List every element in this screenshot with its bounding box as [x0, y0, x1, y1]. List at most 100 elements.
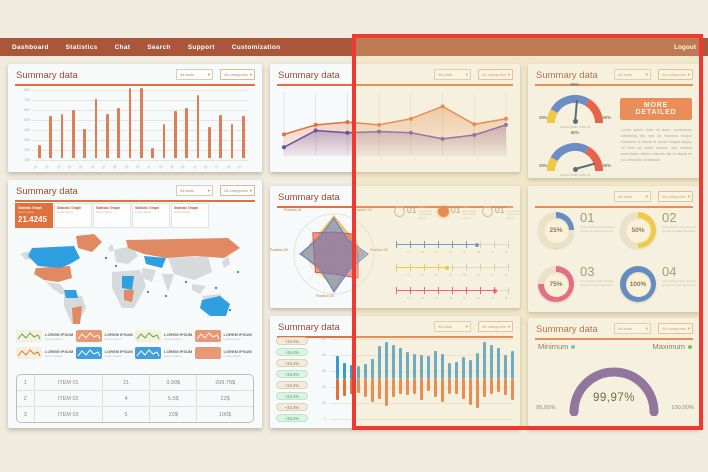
stats-dropdown[interactable]: All stats ▾	[176, 69, 213, 80]
nav-item-customization[interactable]: Customization	[231, 43, 281, 51]
cnum: 01	[407, 205, 417, 215]
gauge-label-100: 100%	[600, 115, 611, 120]
rpct: 50%	[631, 226, 645, 234]
abar	[174, 111, 177, 158]
progress-ring-item[interactable]: 75% 03 Lorem ipsum dolor sit amet elit sed…	[538, 264, 618, 310]
slab: 80	[505, 296, 509, 300]
percent-badge: +34.4%	[276, 348, 308, 356]
sparkline-widget[interactable]: LOREM IPSUM Lorem ipsum	[16, 347, 76, 359]
circle	[440, 136, 445, 141]
polyline	[283, 124, 507, 148]
tcell: ITEM 02	[33, 391, 102, 406]
statistic-tab[interactable]: Statistic Graph Lorem ipsum	[54, 203, 92, 228]
categories-dropdown[interactable]: All categories ▾	[220, 69, 255, 80]
stats-dropdown[interactable]: All stats ▾	[176, 185, 213, 196]
rect	[16, 347, 42, 359]
slab: 30	[435, 273, 439, 277]
table-row[interactable]: 3 ITEM 03 5 20$ 100$	[17, 406, 253, 422]
area-line-chart	[282, 92, 508, 156]
spl: LOREM IPSUM	[45, 331, 74, 337]
nav-item-support[interactable]: Support	[187, 43, 215, 51]
slider-handle[interactable]	[475, 242, 480, 247]
table-row[interactable]: 1 ITEM 01 21 9.99$ 209.79$	[17, 375, 253, 390]
sparkline-widget[interactable]: LOREM IPSUM Lorem ipsum	[75, 347, 136, 359]
ytick2: 40	[322, 385, 326, 389]
slider[interactable]: 10 20 30 40 50 60 70 80	[396, 238, 516, 261]
statistic-tabs: Statistic Graph Lorem ipsum 21.4245 Statist…	[15, 203, 209, 228]
radar-chart: Position 01 Position 02 Position 03 Positio…	[270, 206, 394, 302]
statistic-tab-active[interactable]: Statistic Graph Lorem ipsum 21.4245	[15, 203, 53, 228]
stats-dropdown[interactable]: All stats ▾	[434, 69, 471, 80]
step-item[interactable]: 01 Lorem ipsum dolor sit amet elit sed do…	[438, 206, 476, 220]
categories-dropdown[interactable]: All categories ▾	[658, 323, 693, 334]
slider-handle[interactable]	[493, 288, 498, 293]
spl: LOREM IPSUM	[164, 348, 193, 354]
abar	[38, 145, 41, 158]
abar	[196, 95, 200, 158]
dtext: Lorem ipsum dolor sit amet elit sed do e…	[662, 225, 696, 234]
chevron-down-icon: ▾	[687, 72, 690, 77]
dropdown-label: All stats	[180, 188, 195, 193]
percent-badge: +34.4%	[276, 381, 308, 389]
ubar	[504, 355, 507, 379]
slider[interactable]: 10 20 30 40 50 60 70 80	[396, 261, 516, 284]
sparkline-widget[interactable]: LOREM IPSUM Lorem ipsum	[194, 330, 255, 342]
nav-item-statistics[interactable]: Statistics	[65, 43, 98, 51]
abar	[185, 107, 188, 158]
nav-item-chat[interactable]: Chat	[114, 43, 131, 51]
abar	[94, 98, 98, 158]
categories-dropdown[interactable]: All categories ▾	[220, 185, 255, 196]
categories-dropdown[interactable]: All categories ▾	[478, 69, 513, 80]
xtick: 14	[180, 164, 186, 170]
progress-ring-item[interactable]: 100% 04 Lorem ipsum dolor sit amet elit se…	[620, 264, 700, 310]
categories-dropdown[interactable]: All categories ▾	[658, 191, 693, 202]
circle	[313, 122, 318, 127]
step-item[interactable]: 01 Lorem ipsum dolor sit amet elit sed do…	[394, 206, 432, 220]
logout-link[interactable]: Logout	[673, 43, 696, 51]
nav-item-dashboard[interactable]: Dashboard	[12, 43, 49, 51]
dtext: Lorem ipsum dolor sit amet elit sed do e…	[662, 279, 696, 288]
slab: 40	[449, 273, 453, 277]
categories-dropdown[interactable]: All categories ▾	[658, 69, 693, 80]
dtext: Lorem ipsum dolor sit amet elit sed do e…	[580, 279, 614, 288]
stats-dropdown[interactable]: All stats ▾	[614, 69, 651, 80]
sptx: LOREM IPSUM Lorem ipsum	[224, 332, 252, 341]
panel-minmax: Summary data All stats ▾ All categories ▾ …	[528, 318, 700, 428]
progress-ring-icon: 100%	[620, 266, 656, 302]
stick	[466, 241, 467, 248]
progress-ring-item[interactable]: 25% 01 Lorem ipsum dolor sit amet elit sed…	[538, 210, 618, 256]
ubar	[420, 355, 423, 379]
slider-handle[interactable]	[444, 265, 449, 270]
detail-paragraph: Lorem ipsum dolor sit amet, consectetur …	[621, 128, 692, 162]
panel-title: Summary data	[16, 186, 78, 197]
sparkline-widget[interactable]: LOREM IPSUM Lorem ipsum	[16, 330, 76, 342]
ubar	[371, 359, 374, 379]
sparkline-widget[interactable]: LOREM IPSUM Lorem ipsum	[75, 330, 136, 342]
sparkline-widget[interactable]: LOREM IPSUM Lorem ipsum	[135, 347, 195, 359]
statistic-tab[interactable]: Statistic Graph Lorem ipsum	[171, 203, 209, 228]
panel-header: Summary data All stats ▾ All categories ▾	[277, 67, 513, 86]
slider[interactable]: 10 20 30 40 50 60 70 80	[396, 284, 516, 307]
progress-ring-item[interactable]: 50% 02 Lorem ipsum dolor sit amet elit sed…	[620, 210, 700, 256]
panel-lines: Summary data All stats ▾ All categories ▾	[270, 64, 520, 172]
stats-dropdown[interactable]: All stats ▾	[434, 321, 471, 332]
items-table: 1 ITEM 01 21 9.99$ 209.79$ 2 ITEM 02 4 5.5$ 22$ 3 I…	[16, 374, 254, 423]
step-item[interactable]: 01 Lorem ipsum dolor sit amet elit sed do…	[482, 206, 520, 220]
statistic-tab[interactable]: Statistic Graph Lorem ipsum	[132, 203, 170, 228]
dbar	[441, 379, 444, 403]
sparkline-widget[interactable]: LOREM IPSUM Lorem ipsum	[194, 347, 255, 359]
percent-badge: +34.4%	[276, 337, 308, 345]
more-detailed-button[interactable]: MORE DETAILED	[620, 98, 692, 120]
categories-dropdown[interactable]: All categories ▾	[478, 321, 513, 332]
ubar	[357, 365, 360, 379]
table-row[interactable]: 2 ITEM 02 4 5.5$ 22$	[17, 390, 253, 406]
nav-item-search[interactable]: Search	[147, 43, 171, 51]
statistic-tab[interactable]: Statistic Graph Lorem ipsum	[93, 203, 131, 228]
dbar	[511, 379, 514, 400]
polyline	[136, 332, 160, 340]
stats-dropdown[interactable]: All stats ▾	[614, 191, 651, 202]
panel-splitbars: Summary data All stats ▾ All categories ▾ …	[270, 316, 520, 428]
sparkline-widget[interactable]: LOREM IPSUM Lorem ipsum	[135, 330, 195, 342]
panel-rings: All stats ▾ All categories ▾ 25% 01 Lorem ip…	[528, 186, 700, 312]
stats-dropdown[interactable]: All stats ▾	[614, 323, 651, 334]
